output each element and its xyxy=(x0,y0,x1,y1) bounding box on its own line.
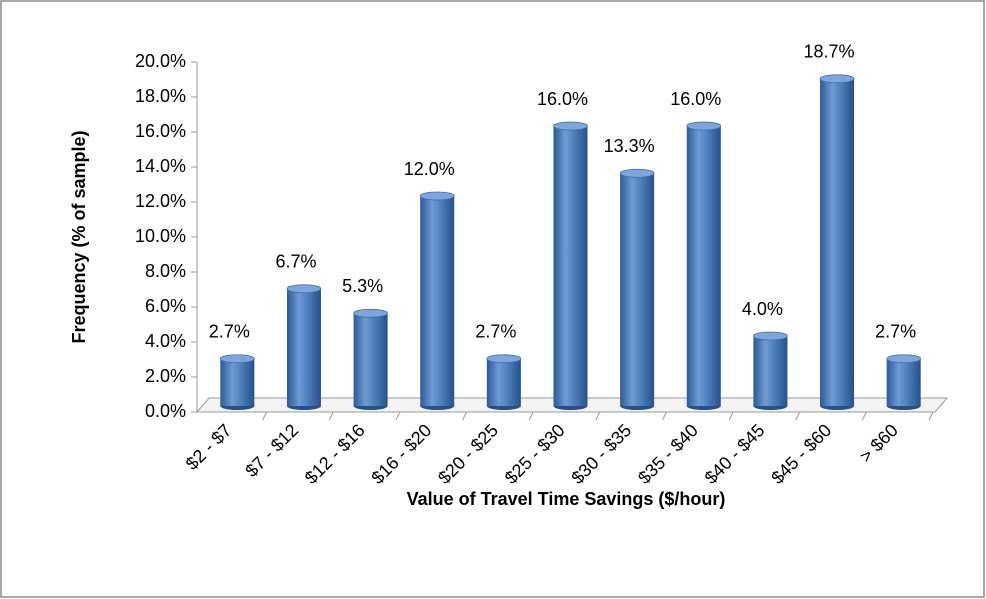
bar-cap xyxy=(819,74,855,84)
x-tick xyxy=(662,411,667,421)
x-tick xyxy=(928,411,934,421)
bar xyxy=(620,173,655,406)
x-tick xyxy=(262,411,268,421)
bar xyxy=(286,288,321,406)
y-tick-label: 20.0% xyxy=(135,51,186,71)
bar xyxy=(486,358,521,406)
x-tick xyxy=(395,411,401,421)
y-tick-label: 2.0% xyxy=(145,366,186,386)
bar xyxy=(553,126,588,406)
x-axis-title: Value of Travel Time Savings ($/hour) xyxy=(407,489,726,509)
x-tick xyxy=(795,411,801,421)
y-tick-label: 6.0% xyxy=(145,296,186,316)
data-label: 4.0% xyxy=(742,299,783,319)
y-tick-label: 4.0% xyxy=(145,331,186,351)
bar-cap xyxy=(886,354,922,364)
bar-cap xyxy=(419,191,455,201)
data-label: 18.7% xyxy=(804,42,855,62)
bar-cap xyxy=(753,331,788,341)
x-tick xyxy=(861,411,867,421)
x-tick xyxy=(595,411,601,421)
bar-cap xyxy=(353,308,388,318)
bar xyxy=(820,78,855,406)
data-label: 12.0% xyxy=(404,159,455,179)
x-tick xyxy=(728,411,734,421)
bar-cap xyxy=(286,284,322,294)
bar-cap xyxy=(553,121,588,131)
x-tick xyxy=(462,411,467,421)
bar xyxy=(353,313,388,406)
bar xyxy=(686,126,721,406)
bar xyxy=(220,358,255,406)
y-axis-title: Frequency (% of sample) xyxy=(69,130,89,343)
bar xyxy=(420,196,455,406)
x-tick xyxy=(528,411,534,421)
data-label: 13.3% xyxy=(604,136,655,156)
x-tick xyxy=(328,411,334,421)
y-tick-label: 16.0% xyxy=(135,121,186,141)
data-label: 2.7% xyxy=(875,322,916,342)
bar xyxy=(886,358,921,406)
bar xyxy=(753,336,788,406)
y-tick-label: 14.0% xyxy=(135,156,186,176)
data-label: 16.0% xyxy=(537,89,588,109)
y-tick-label: 18.0% xyxy=(135,86,186,106)
data-label: 2.7% xyxy=(209,322,250,342)
data-label: 6.7% xyxy=(275,252,316,272)
bar-cap xyxy=(219,354,255,364)
bar-cap xyxy=(619,168,655,178)
data-label: 2.7% xyxy=(475,322,516,342)
bar-cap xyxy=(686,121,722,131)
data-label: 16.0% xyxy=(670,89,721,109)
y-tick-label: 12.0% xyxy=(135,191,186,211)
y-tick-label: 0.0% xyxy=(145,401,186,421)
bar-cap xyxy=(486,354,522,364)
y-tick-label: 10.0% xyxy=(135,226,186,246)
y-tick-label: 8.0% xyxy=(145,261,186,281)
data-label: 5.3% xyxy=(342,276,383,296)
